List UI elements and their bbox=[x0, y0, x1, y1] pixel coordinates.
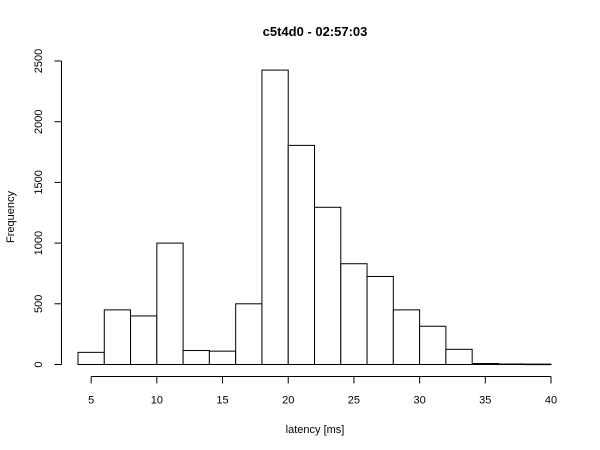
histogram-bar-12 bbox=[392, 309, 421, 365]
y-axis: 0 500 1000 1500 2000 2500 bbox=[33, 49, 62, 368]
histogram-bar-6 bbox=[235, 303, 263, 365]
histogram-bar-17 bbox=[524, 363, 552, 366]
x-tick-label: 10 bbox=[151, 395, 163, 407]
histogram-bar-0 bbox=[77, 351, 105, 365]
y-tick-label: 500 bbox=[33, 295, 45, 313]
histogram-bar-9 bbox=[314, 206, 342, 365]
histogram-bar-15 bbox=[471, 363, 499, 366]
x-tick-label: 20 bbox=[282, 395, 294, 407]
y-tick-label: 1000 bbox=[33, 231, 45, 255]
chart-title: c5t4d0 - 02:57:03 bbox=[263, 24, 368, 39]
y-tick-label: 2000 bbox=[33, 109, 45, 133]
x-axis-label: latency [ms] bbox=[286, 424, 345, 436]
x-tick-label: 40 bbox=[545, 395, 557, 407]
histogram-bar-1 bbox=[103, 309, 132, 365]
histogram-bar-11 bbox=[366, 275, 394, 365]
y-tick-label: 0 bbox=[33, 361, 45, 367]
x-axis: 5 10 15 20 25 30 35 40 bbox=[88, 376, 557, 407]
histogram-bar-16 bbox=[497, 363, 526, 366]
y-tick-label: 2500 bbox=[33, 49, 45, 73]
x-tick-label: 5 bbox=[88, 395, 94, 407]
y-axis-label: Frequency bbox=[5, 191, 17, 243]
histogram-bar-7 bbox=[261, 69, 289, 365]
bars-group bbox=[77, 69, 552, 366]
histogram-bar-5 bbox=[208, 350, 237, 365]
histogram-bar-8 bbox=[287, 144, 316, 365]
histogram-bar-3 bbox=[156, 242, 184, 366]
x-tick-label: 30 bbox=[413, 395, 425, 407]
y-tick-label: 1500 bbox=[33, 170, 45, 194]
x-tick-label: 15 bbox=[216, 395, 228, 407]
histogram-bar-4 bbox=[182, 350, 210, 366]
histogram-bar-14 bbox=[445, 348, 473, 366]
histogram-bar-2 bbox=[130, 315, 158, 366]
x-tick-label: 25 bbox=[348, 395, 360, 407]
histogram-bar-10 bbox=[340, 263, 368, 366]
histogram-bar-13 bbox=[419, 325, 447, 366]
x-tick-label: 35 bbox=[479, 395, 491, 407]
